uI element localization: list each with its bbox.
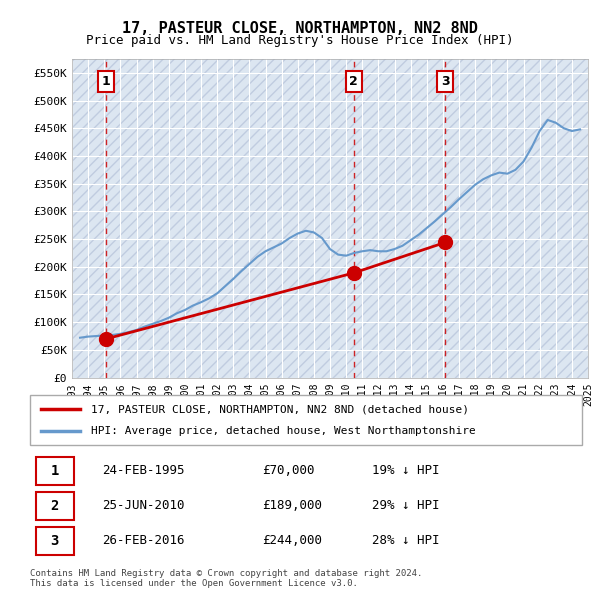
FancyBboxPatch shape <box>30 395 582 445</box>
FancyBboxPatch shape <box>35 491 74 520</box>
FancyBboxPatch shape <box>35 457 74 485</box>
Text: 29% ↓ HPI: 29% ↓ HPI <box>372 499 440 513</box>
Text: 25-JUN-2010: 25-JUN-2010 <box>102 499 184 513</box>
Text: 2: 2 <box>50 499 59 513</box>
Text: 19% ↓ HPI: 19% ↓ HPI <box>372 464 440 477</box>
Text: £244,000: £244,000 <box>262 535 322 548</box>
Text: Price paid vs. HM Land Registry's House Price Index (HPI): Price paid vs. HM Land Registry's House … <box>86 34 514 47</box>
Text: Contains HM Land Registry data © Crown copyright and database right 2024.: Contains HM Land Registry data © Crown c… <box>30 569 422 578</box>
Text: 28% ↓ HPI: 28% ↓ HPI <box>372 535 440 548</box>
Text: 3: 3 <box>50 534 59 548</box>
Text: 1: 1 <box>102 75 111 88</box>
Text: £189,000: £189,000 <box>262 499 322 513</box>
FancyBboxPatch shape <box>35 527 74 555</box>
Text: 26-FEB-2016: 26-FEB-2016 <box>102 535 184 548</box>
Text: 17, PASTEUR CLOSE, NORTHAMPTON, NN2 8ND: 17, PASTEUR CLOSE, NORTHAMPTON, NN2 8ND <box>122 21 478 35</box>
Text: 2: 2 <box>349 75 358 88</box>
Text: 3: 3 <box>441 75 449 88</box>
Text: £70,000: £70,000 <box>262 464 314 477</box>
Text: 1: 1 <box>50 464 59 478</box>
Text: HPI: Average price, detached house, West Northamptonshire: HPI: Average price, detached house, West… <box>91 427 475 437</box>
Text: 24-FEB-1995: 24-FEB-1995 <box>102 464 184 477</box>
Text: 17, PASTEUR CLOSE, NORTHAMPTON, NN2 8ND (detached house): 17, PASTEUR CLOSE, NORTHAMPTON, NN2 8ND … <box>91 404 469 414</box>
Text: This data is licensed under the Open Government Licence v3.0.: This data is licensed under the Open Gov… <box>30 579 358 588</box>
